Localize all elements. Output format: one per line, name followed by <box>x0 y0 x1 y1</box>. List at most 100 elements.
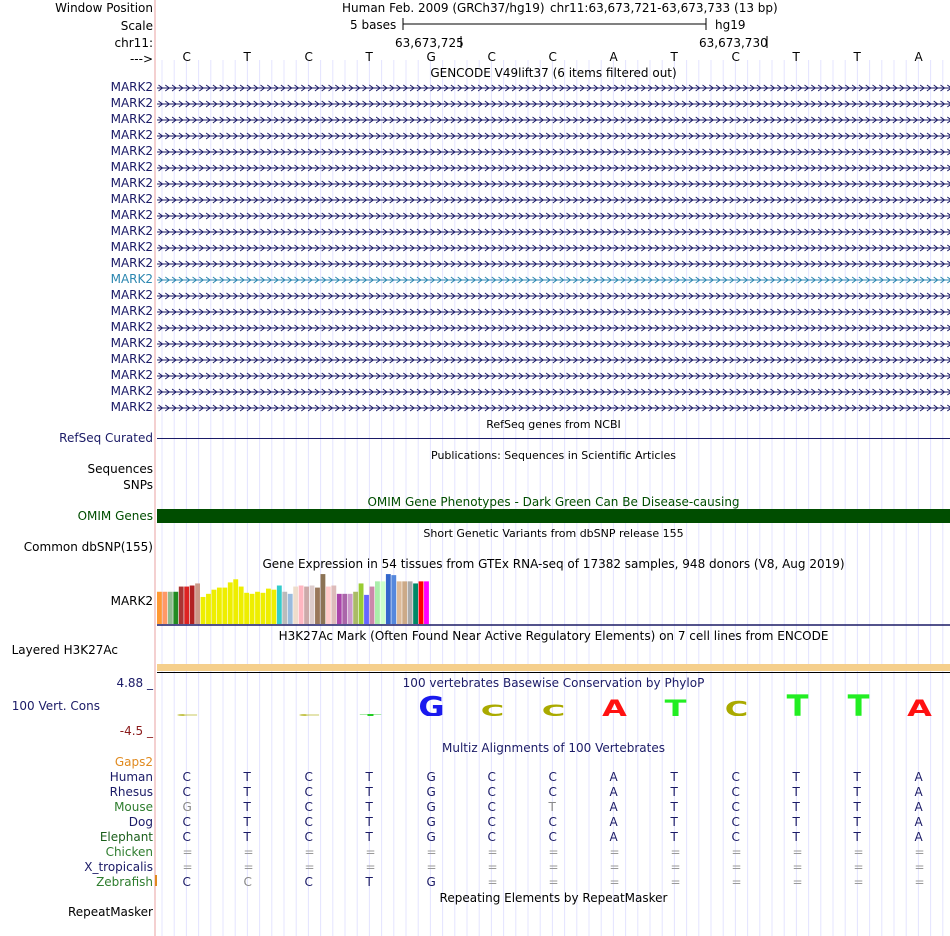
gtex-tissue-bar[interactable] <box>358 583 364 624</box>
gtex-tissue-bar[interactable] <box>304 586 309 624</box>
gtex-tissue-bar[interactable] <box>189 585 195 624</box>
gtex-tissue-bar[interactable] <box>227 582 233 624</box>
species-label[interactable]: Chicken <box>105 845 153 859</box>
gtex-tissue-bar[interactable] <box>293 586 299 624</box>
gencode-transcript[interactable] <box>157 404 950 412</box>
gtex-label[interactable]: MARK2 <box>110 594 153 608</box>
gtex-tissue-bar[interactable] <box>402 581 408 624</box>
gtex-tissue-bar[interactable] <box>320 574 326 624</box>
gtex-tissue-bar[interactable] <box>276 585 282 624</box>
gencode-transcript[interactable] <box>157 196 950 204</box>
snps-label[interactable]: SNPs <box>123 478 153 492</box>
gtex-tissue-bar[interactable] <box>173 591 179 624</box>
gtex-tissue-bar[interactable] <box>157 591 162 624</box>
gtex-tissue-bar[interactable] <box>206 593 211 624</box>
gencode-transcript-label[interactable]: MARK2 <box>110 272 153 286</box>
gencode-transcript-label[interactable]: MARK2 <box>110 288 153 302</box>
gencode-transcript-label[interactable]: MARK2 <box>110 128 153 142</box>
gencode-transcript[interactable] <box>157 244 950 252</box>
gtex-tissue-bar[interactable] <box>238 586 244 624</box>
repeatmasker-label[interactable]: RepeatMasker <box>67 905 153 919</box>
gencode-track[interactable] <box>157 80 950 416</box>
gtex-tissue-bar[interactable] <box>255 591 260 624</box>
gtex-tissue-bar[interactable] <box>396 581 402 624</box>
gtex-tissue-bar[interactable] <box>244 592 250 624</box>
sequences-label[interactable]: Sequences <box>87 462 153 476</box>
gtex-tissue-bar[interactable] <box>413 583 418 624</box>
conservation-label[interactable]: 100 Vert. Cons <box>11 699 100 713</box>
gencode-transcript-label[interactable]: MARK2 <box>110 352 153 366</box>
gtex-tissue-bar[interactable] <box>162 591 168 624</box>
gtex-tissue-bar[interactable] <box>249 593 255 624</box>
gtex-tissue-bar[interactable] <box>287 593 293 624</box>
gencode-transcript-label[interactable]: MARK2 <box>110 256 153 270</box>
gencode-transcript-label[interactable]: MARK2 <box>110 304 153 318</box>
gencode-transcript[interactable] <box>157 164 950 172</box>
species-label[interactable]: Mouse <box>114 800 153 814</box>
gencode-transcript-label[interactable]: MARK2 <box>110 320 153 334</box>
refseq-label[interactable]: RefSeq Curated <box>59 431 153 445</box>
gencode-transcript-label[interactable]: MARK2 <box>110 144 153 158</box>
gencode-transcript[interactable] <box>157 132 950 140</box>
gtex-tissue-bar[interactable] <box>342 593 348 624</box>
gtex-tissue-bar[interactable] <box>309 585 315 624</box>
gencode-transcript[interactable] <box>157 388 950 396</box>
gtex-tissue-bar[interactable] <box>184 586 190 624</box>
gtex-tissue-bar[interactable] <box>364 594 369 624</box>
gtex-tissue-bar[interactable] <box>271 589 277 624</box>
gtex-tissue-bar[interactable] <box>315 587 320 624</box>
gtex-tissue-bar[interactable] <box>260 592 266 624</box>
gtex-tissue-bar[interactable] <box>282 591 288 624</box>
gencode-transcript-label[interactable]: MARK2 <box>110 368 153 382</box>
species-label[interactable]: Dog <box>128 815 153 829</box>
gencode-transcript[interactable] <box>157 100 950 108</box>
gtex-tissue-bar[interactable] <box>195 583 200 624</box>
refseq-track-line[interactable] <box>157 438 950 439</box>
gencode-transcript-label[interactable]: MARK2 <box>110 336 153 350</box>
gencode-transcript-label[interactable]: MARK2 <box>110 80 153 94</box>
gencode-transcript[interactable] <box>157 356 950 364</box>
gencode-transcript[interactable] <box>157 228 950 236</box>
gencode-transcript[interactable] <box>157 84 950 92</box>
gencode-transcript[interactable] <box>157 180 950 188</box>
gencode-transcript-label[interactable]: MARK2 <box>110 240 153 254</box>
gtex-tissue-bar[interactable] <box>353 591 359 624</box>
gencode-transcript[interactable] <box>157 292 950 300</box>
gtex-tissue-bar[interactable] <box>178 586 184 624</box>
gtex-tissue-bar[interactable] <box>380 581 386 624</box>
gencode-transcript-label[interactable]: MARK2 <box>110 224 153 238</box>
gencode-transcript-label[interactable]: MARK2 <box>110 112 153 126</box>
gencode-transcript[interactable] <box>157 148 950 156</box>
gencode-transcript[interactable] <box>157 340 950 348</box>
gencode-transcript[interactable] <box>157 116 950 124</box>
gtex-tissue-bar[interactable] <box>375 581 380 624</box>
species-label[interactable]: X_tropicalis <box>84 860 153 874</box>
species-label[interactable]: Zebrafish <box>96 875 153 889</box>
gtex-tissue-bar[interactable] <box>331 585 337 624</box>
h3k27ac-signal-bar[interactable] <box>157 664 950 671</box>
gtex-tissue-bar[interactable] <box>407 581 413 624</box>
omim-label[interactable]: OMIM Genes <box>77 509 153 523</box>
gencode-transcript-label[interactable]: MARK2 <box>110 176 153 190</box>
gtex-tissue-bar[interactable] <box>325 586 331 624</box>
gencode-transcript-label[interactable]: MARK2 <box>110 160 153 174</box>
gtex-tissue-bar[interactable] <box>266 588 271 624</box>
gencode-transcript-label[interactable]: MARK2 <box>110 208 153 222</box>
gencode-transcript-label[interactable]: MARK2 <box>110 400 153 414</box>
h3k27ac-label[interactable]: Layered H3K27Ac <box>11 643 118 657</box>
gencode-transcript[interactable] <box>157 276 950 284</box>
gtex-chart[interactable] <box>157 572 950 627</box>
gencode-transcript-label[interactable]: MARK2 <box>110 384 153 398</box>
species-label[interactable]: Rhesus <box>109 785 153 799</box>
gtex-tissue-bar[interactable] <box>424 581 429 624</box>
gencode-transcript[interactable] <box>157 324 950 332</box>
species-label[interactable]: Elephant <box>99 830 153 844</box>
gencode-transcript[interactable] <box>157 308 950 316</box>
gtex-tissue-bar[interactable] <box>369 586 375 624</box>
gtex-tissue-bar[interactable] <box>167 591 173 624</box>
gtex-tissue-bar[interactable] <box>200 596 206 624</box>
dbsnp-label[interactable]: Common dbSNP(155) <box>23 540 153 554</box>
gtex-tissue-bar[interactable] <box>385 574 391 624</box>
gtex-tissue-bar[interactable] <box>211 589 217 624</box>
